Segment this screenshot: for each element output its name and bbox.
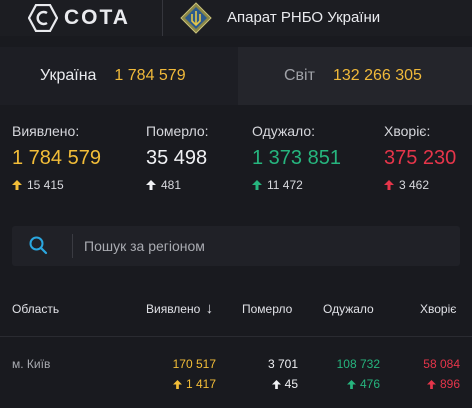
tab-ukraine-label: Україна: [40, 67, 97, 84]
stat-sick-delta-value: 3 462: [399, 178, 430, 192]
arrow-up-icon: [271, 379, 281, 389]
sort-down-icon: ↓: [205, 300, 214, 317]
arrow-up-icon: [12, 180, 22, 190]
arrow-up-icon: [384, 180, 394, 190]
stat-died-value: 35 498: [146, 147, 208, 169]
stat-sick-value: 375 230: [384, 147, 457, 169]
column-header-detected-label: Виявлено: [146, 302, 201, 316]
region-search: [12, 226, 460, 266]
stat-died: Померло: 35 498 481: [146, 122, 209, 193]
stat-died-label: Померло:: [146, 123, 209, 139]
column-header-sick[interactable]: Хворіє: [420, 302, 457, 316]
app-header: COTA Апарат РНБО України: [0, 0, 472, 36]
brand-name[interactable]: COTA: [64, 6, 130, 29]
arrow-up-icon: [172, 379, 182, 389]
search-icon[interactable]: [28, 235, 48, 255]
tab-world-value: 132 266 305: [332, 67, 422, 84]
row-died-delta: 45: [271, 376, 298, 392]
stat-detected-delta-value: 15 415: [27, 178, 64, 192]
table-row[interactable]: м. Київ 170 517 1 417 3 701 45 108 732 4…: [0, 352, 472, 396]
stat-detected-label: Виявлено:: [12, 123, 80, 139]
header-divider: [162, 0, 163, 36]
column-header-recovered[interactable]: Одужало: [323, 302, 374, 316]
row-died-value: 3 701: [267, 357, 298, 371]
stat-detected-delta: 15 415: [12, 177, 101, 193]
stat-died-delta-value: 481: [161, 178, 182, 192]
table-header: Область Виявлено ↓ Померло Одужало Хворі…: [0, 300, 472, 318]
stat-died-delta: 481: [146, 177, 209, 193]
column-header-died[interactable]: Померло: [242, 302, 293, 316]
stat-recovered-delta: 11 472: [252, 177, 341, 193]
stat-sick: Хворіє: 375 230 3 462: [384, 122, 456, 193]
tab-ukraine-value: 1 784 579: [114, 67, 186, 84]
tab-world[interactable]: Світ 132 266 305: [238, 47, 472, 105]
row-sick-value: 58 084: [423, 357, 460, 371]
search-separator: [72, 234, 73, 258]
row-region[interactable]: м. Київ: [12, 357, 51, 371]
row-died-delta-value: 45: [284, 377, 298, 391]
arrow-up-icon: [252, 180, 262, 190]
stat-recovered: Одужало: 1 373 851 11 472: [252, 122, 341, 193]
column-header-region[interactable]: Область: [12, 302, 60, 316]
row-sick-delta: 896: [426, 376, 460, 392]
stat-recovered-delta-value: 11 472: [267, 178, 303, 192]
search-input[interactable]: [84, 226, 444, 266]
cota-logo-icon[interactable]: [28, 4, 58, 32]
row-sick-delta-value: 896: [439, 377, 460, 391]
row-recovered-value: 108 732: [336, 357, 380, 371]
arrow-up-icon: [346, 379, 356, 389]
rnbo-emblem-icon[interactable]: [180, 2, 212, 34]
row-detected-value: 170 517: [172, 357, 216, 371]
row-detected-delta-value: 1 417: [185, 377, 216, 391]
arrow-up-icon: [146, 180, 156, 190]
row-detected-delta: 1 417: [172, 376, 216, 392]
stat-detected: Виявлено: 1 784 579 15 415: [12, 122, 101, 193]
tab-ukraine[interactable]: Україна 1 784 579: [0, 47, 238, 105]
row-recovered-delta: 476: [346, 376, 380, 392]
arrow-up-icon: [426, 379, 436, 389]
stat-recovered-value: 1 373 851: [252, 147, 341, 169]
table-divider: [0, 336, 472, 337]
organization-name[interactable]: Апарат РНБО України: [227, 9, 381, 26]
stat-sick-delta: 3 462: [384, 177, 456, 193]
stat-detected-value: 1 784 579: [12, 147, 101, 169]
region-tabs: Україна 1 784 579 Світ 132 266 305: [0, 47, 472, 105]
row-recovered-delta-value: 476: [359, 377, 380, 391]
stat-sick-label: Хворіє:: [384, 123, 431, 139]
tab-world-label: Світ: [284, 67, 315, 84]
stat-recovered-label: Одужало:: [252, 123, 316, 139]
column-header-detected[interactable]: Виявлено ↓: [146, 300, 213, 318]
